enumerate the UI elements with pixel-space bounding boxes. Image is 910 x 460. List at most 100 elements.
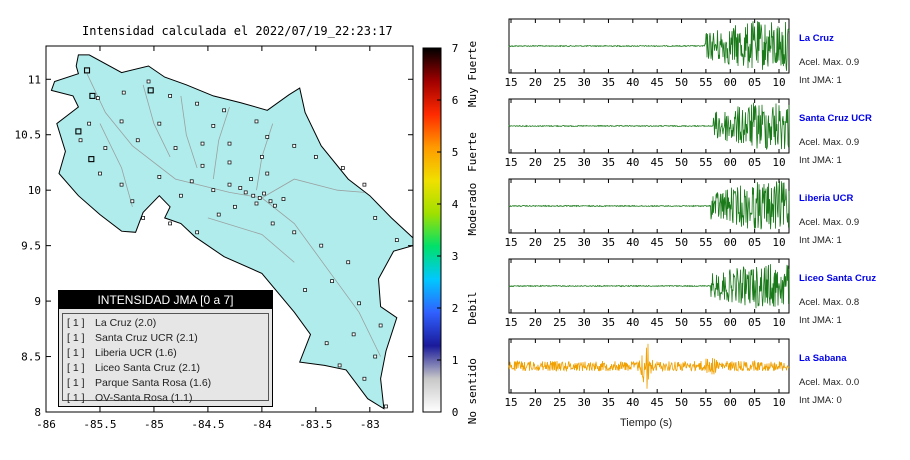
station-marker	[251, 193, 256, 198]
waveform-panel: 15 20 25 30 35 40 45 50 55 00 05 10 15 20 25 30 35 40 45 50…	[504, 18, 790, 409]
time-tick-label: 10	[772, 76, 785, 89]
station-marker	[119, 182, 124, 187]
station-marker	[257, 196, 262, 200]
station-marker	[330, 279, 334, 283]
time-tick-label: 25	[553, 76, 566, 89]
waveform-trace	[508, 181, 790, 230]
legend-item-label: La Cruz (2.0)	[95, 317, 157, 329]
station-marker	[195, 101, 199, 106]
time-tick-label: 25	[553, 236, 566, 249]
colorbar-tick-label: 0	[452, 406, 459, 419]
colorbar-category-label: Debil	[466, 291, 479, 324]
colorbar-tick-label: 7	[452, 42, 459, 55]
station-marker	[211, 188, 216, 193]
colorbar-tick-label: 3	[452, 250, 459, 263]
station-marker	[238, 186, 243, 190]
active-station-marker	[89, 92, 96, 99]
time-tick-label: 30	[577, 316, 590, 329]
colorbar-category-label: Moderado	[466, 183, 479, 236]
time-tick-label: 15	[504, 236, 517, 249]
time-tick-label: 10	[772, 236, 785, 249]
road-line	[180, 95, 198, 169]
station-marker	[270, 221, 275, 226]
colorbar-tick-label: 5	[452, 146, 459, 159]
station-marker	[78, 138, 83, 143]
time-tick-label: 50	[675, 236, 688, 249]
station-jma-intensity: Int JMA: 1	[799, 235, 842, 246]
time-tick-label: 55	[699, 76, 712, 89]
legend-item-level: [ 1 ]	[67, 362, 85, 374]
station-marker	[260, 155, 264, 159]
time-tick-label: 45	[651, 396, 664, 409]
time-tick-label: 05	[748, 316, 761, 329]
time-tick-label: 35	[602, 396, 615, 409]
time-tick-label: 00	[724, 316, 737, 329]
time-tick-label: 50	[675, 396, 688, 409]
station-marker	[135, 138, 140, 143]
time-tick-label: 45	[651, 316, 664, 329]
road-line	[212, 106, 230, 180]
colorbar-tick-label: 6	[452, 94, 459, 107]
time-tick-label: 25	[553, 156, 566, 169]
waveform-trace	[508, 264, 790, 309]
station-max-accel: Acel. Max. 0.9	[799, 137, 860, 148]
station-marker	[173, 146, 178, 150]
y-tick-label: 9	[34, 295, 41, 308]
time-tick-label: 55	[699, 396, 712, 409]
station-marker	[233, 204, 237, 209]
station-marker	[121, 90, 126, 95]
time-tick-label: 50	[675, 156, 688, 169]
station-marker	[200, 163, 205, 168]
station-marker	[262, 191, 266, 196]
time-tick-label: 35	[602, 236, 615, 249]
y-tick-label: 9.5	[21, 240, 41, 253]
station-marker	[337, 363, 342, 368]
page-title: Intensidad calculada el 2022/07/19_22:23…	[82, 24, 393, 38]
time-tick-label: 20	[529, 156, 542, 169]
time-tick-label: 25	[553, 316, 566, 329]
time-tick-label: 50	[675, 316, 688, 329]
colorbar-category-label: No sentido	[466, 358, 479, 424]
time-tick-label: 15	[504, 396, 517, 409]
y-tick-label: 8.5	[21, 351, 41, 364]
time-tick-label: 40	[626, 396, 639, 409]
y-tick-label: 11	[28, 73, 41, 86]
station-jma-intensity: Int JMA: 1	[799, 75, 842, 86]
station-marker	[87, 121, 92, 126]
legend-item-level: [ 1 ]	[67, 317, 85, 329]
legend-title: INTENSIDAD JMA [0 a 7]	[59, 291, 272, 309]
active-station-marker	[83, 67, 91, 74]
intensity-colorbar: 0 1 2 3 4 5 6 7 No sentido Debil Moderado Fuerte Muy…	[422, 41, 479, 424]
colorbar-tick-label: 2	[452, 302, 459, 315]
station-marker	[168, 94, 172, 98]
time-tick-label: 05	[748, 236, 761, 249]
time-tick-label: 20	[529, 76, 542, 89]
station-name: Santa Cruz UCR	[799, 113, 872, 124]
station-marker	[243, 190, 248, 195]
legend-list: [ 1 ] La Cruz (2.0) [ 1 ] Santa Cruz UCR (2…	[62, 313, 269, 404]
legend-item-level: [ 1 ]	[67, 347, 85, 359]
time-tick-label: 15	[504, 156, 517, 169]
station-max-accel: Acel. Max. 0.9	[799, 217, 860, 228]
station-max-accel: Acel. Max. 0.0	[799, 377, 860, 388]
intensity-legend: INTENSIDAD JMA [0 a 7] [ 1 ] La Cruz (2.0…	[58, 290, 273, 407]
station-marker	[95, 96, 100, 100]
station-marker	[373, 354, 378, 359]
station-marker	[265, 171, 270, 176]
time-tick-label: 05	[748, 396, 761, 409]
time-tick-label: 35	[602, 156, 615, 169]
time-tick-label: 40	[626, 236, 639, 249]
station-marker	[362, 182, 367, 187]
station-marker	[130, 199, 135, 204]
costa-rica-landmass	[50, 54, 414, 410]
map-frame	[45, 45, 414, 413]
station-jma-intensity: Int JMA: 1	[799, 155, 842, 166]
legend-item-label: Santa Cruz UCR (2.1)	[95, 332, 198, 344]
time-tick-label: 40	[626, 316, 639, 329]
station-marker	[249, 177, 253, 181]
station-name: La Sabana	[799, 353, 847, 364]
station-marker	[157, 121, 162, 126]
station-marker	[211, 124, 216, 128]
active-station-marker	[88, 156, 95, 163]
x-tick-label: -84.5	[191, 418, 224, 431]
